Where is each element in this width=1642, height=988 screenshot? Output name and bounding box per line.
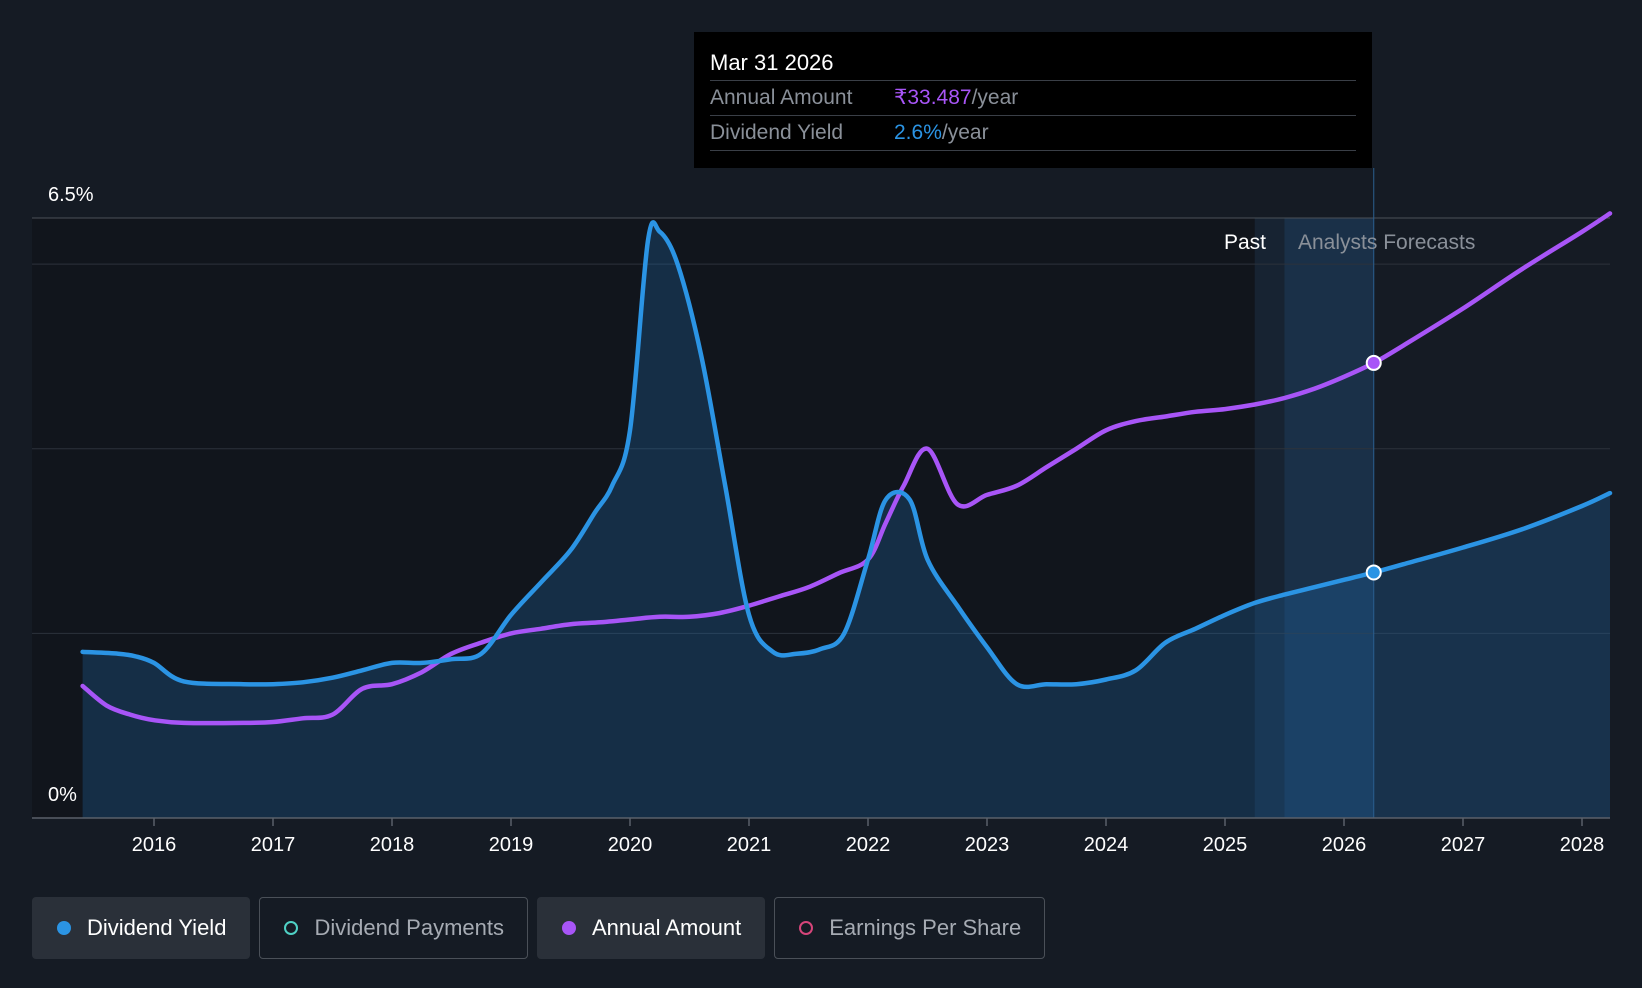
tooltip-yield-value: 2.6% bbox=[894, 121, 942, 144]
dividend-yield-area bbox=[82, 222, 1611, 818]
forecast-band-left bbox=[1254, 218, 1285, 818]
x-tick-label: 2027 bbox=[1441, 834, 1486, 856]
x-tick-label: 2028 bbox=[1560, 834, 1605, 856]
tooltip-yield-unit: /year bbox=[941, 121, 989, 144]
tooltip-annual-label: Annual Amount bbox=[710, 86, 853, 109]
x-tick-label: 2021 bbox=[727, 834, 772, 856]
tooltip-yield-label: Dividend Yield bbox=[710, 121, 844, 144]
x-tick-label: 2019 bbox=[489, 834, 534, 856]
x-tick-label: 2016 bbox=[132, 834, 177, 856]
annual-amount-dot-icon bbox=[561, 921, 576, 935]
dividend-payments-ring-icon bbox=[284, 921, 299, 935]
earnings-per-share-ring-icon bbox=[799, 921, 814, 935]
x-tick-label: 2018 bbox=[370, 834, 415, 856]
forecast-band-right bbox=[1284, 218, 1374, 818]
legend-label: Dividend Yield bbox=[87, 915, 227, 940]
tooltip-annual-unit: /year bbox=[971, 86, 1019, 109]
tooltip-yield-row: Dividend Yield 2.6% /year bbox=[710, 116, 1356, 151]
dividend-yield-marker[interactable] bbox=[1365, 564, 1382, 581]
x-axis-ticks: 2016 2017 2018 2019 2020 2021 2022 2023 2024 2025… bbox=[132, 818, 1605, 856]
legend-label: Dividend Payments bbox=[314, 915, 504, 940]
y-axis-max-label: 6.5% bbox=[48, 184, 94, 206]
legend-annual-amount[interactable]: Annual Amount bbox=[536, 897, 766, 959]
x-tick-label: 2024 bbox=[1084, 834, 1129, 856]
annual-amount-marker[interactable] bbox=[1365, 354, 1382, 371]
analysts-forecasts-label: Analysts Forecasts bbox=[1298, 231, 1475, 254]
legend-dividend-payments[interactable]: Dividend Payments bbox=[259, 897, 528, 959]
x-tick-label: 2022 bbox=[846, 834, 891, 856]
tooltip-annual-row: Annual Amount ₹33.487 /year bbox=[710, 81, 1356, 116]
annual-amount-line bbox=[80, 211, 1613, 726]
dividend-yield-dot-icon bbox=[57, 921, 71, 935]
gridlines bbox=[32, 217, 1610, 634]
x-tick-label: 2026 bbox=[1322, 834, 1367, 856]
legend-earnings-per-share[interactable]: Earnings Per Share bbox=[774, 897, 1046, 959]
legend: Dividend Yield Dividend Payments Annual … bbox=[32, 897, 1046, 959]
tooltip-date: Mar 31 2026 bbox=[710, 46, 1356, 81]
x-tick-label: 2025 bbox=[1203, 834, 1248, 856]
legend-label: Annual Amount bbox=[591, 915, 742, 940]
x-tick-label: 2023 bbox=[965, 834, 1010, 856]
legend-label: Earnings Per Share bbox=[829, 915, 1022, 940]
x-tick-label: 2017 bbox=[251, 834, 296, 856]
y-axis-min-label: 0% bbox=[48, 784, 77, 806]
tooltip-annual-value: ₹33.487 bbox=[894, 86, 972, 109]
past-label: Past bbox=[1224, 231, 1266, 254]
x-tick-label: 2020 bbox=[608, 834, 653, 856]
dividend-yield-line bbox=[80, 220, 1613, 690]
legend-dividend-yield[interactable]: Dividend Yield bbox=[32, 897, 251, 959]
tooltip: Mar 31 2026 Annual Amount ₹33.487 /year … bbox=[694, 32, 1372, 168]
past-region-background bbox=[32, 218, 1255, 818]
